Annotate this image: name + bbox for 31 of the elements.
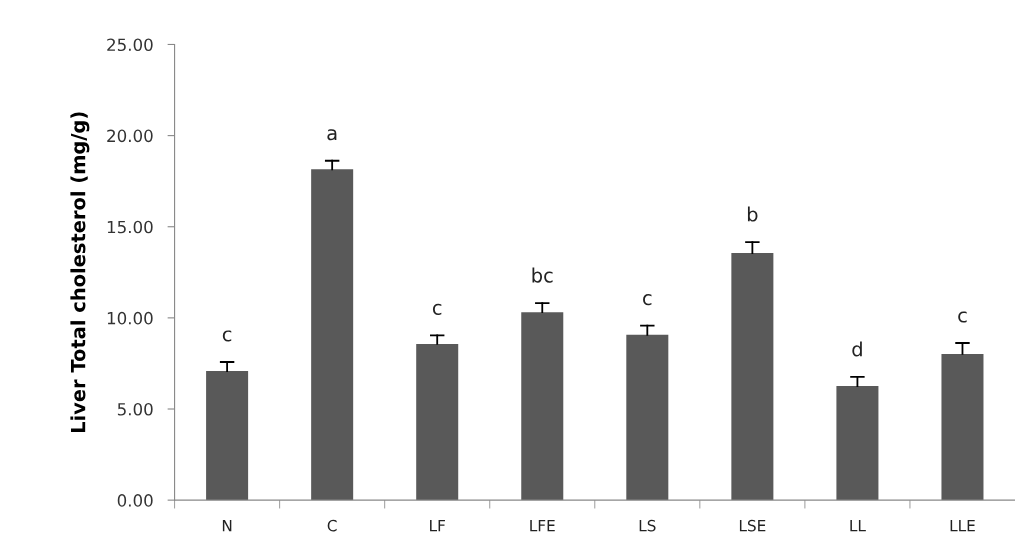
x-tick-label: N [222,520,232,532]
annotation: c [432,303,442,315]
annotation: c [958,311,967,323]
x-tick-label: C [327,519,337,532]
x-tick-label: LLE [950,520,975,532]
x-tick-label: LL [850,520,866,532]
bar [731,252,774,501]
bar [206,371,249,501]
x-tick-label: LFE [530,520,555,532]
bar [626,334,669,501]
bar [521,312,564,501]
y-axis-title: Liver Total cholesterol (mg/g) [70,112,90,433]
y-tick-label: 25.00 [107,38,153,52]
y-tick-label: 0.00 [117,494,153,507]
bar [311,169,354,501]
y-tick-label: 15.00 [107,220,153,234]
bar [416,343,459,501]
annotation: d [852,341,862,357]
bar [836,386,879,501]
x-tick-label: LF [430,520,445,532]
annotation: c [643,294,652,306]
bar [941,353,984,501]
annotation: a [327,129,337,141]
annotation: b [747,206,758,222]
annotation: c [222,330,232,342]
annotation: bc [532,267,553,283]
x-tick-label: LSE [739,519,766,532]
y-tick-label: 5.00 [117,402,153,416]
y-tick-label: 20.00 [107,129,153,143]
x-tick-label: LS [639,519,656,532]
y-tick-label: 10.00 [107,311,153,325]
